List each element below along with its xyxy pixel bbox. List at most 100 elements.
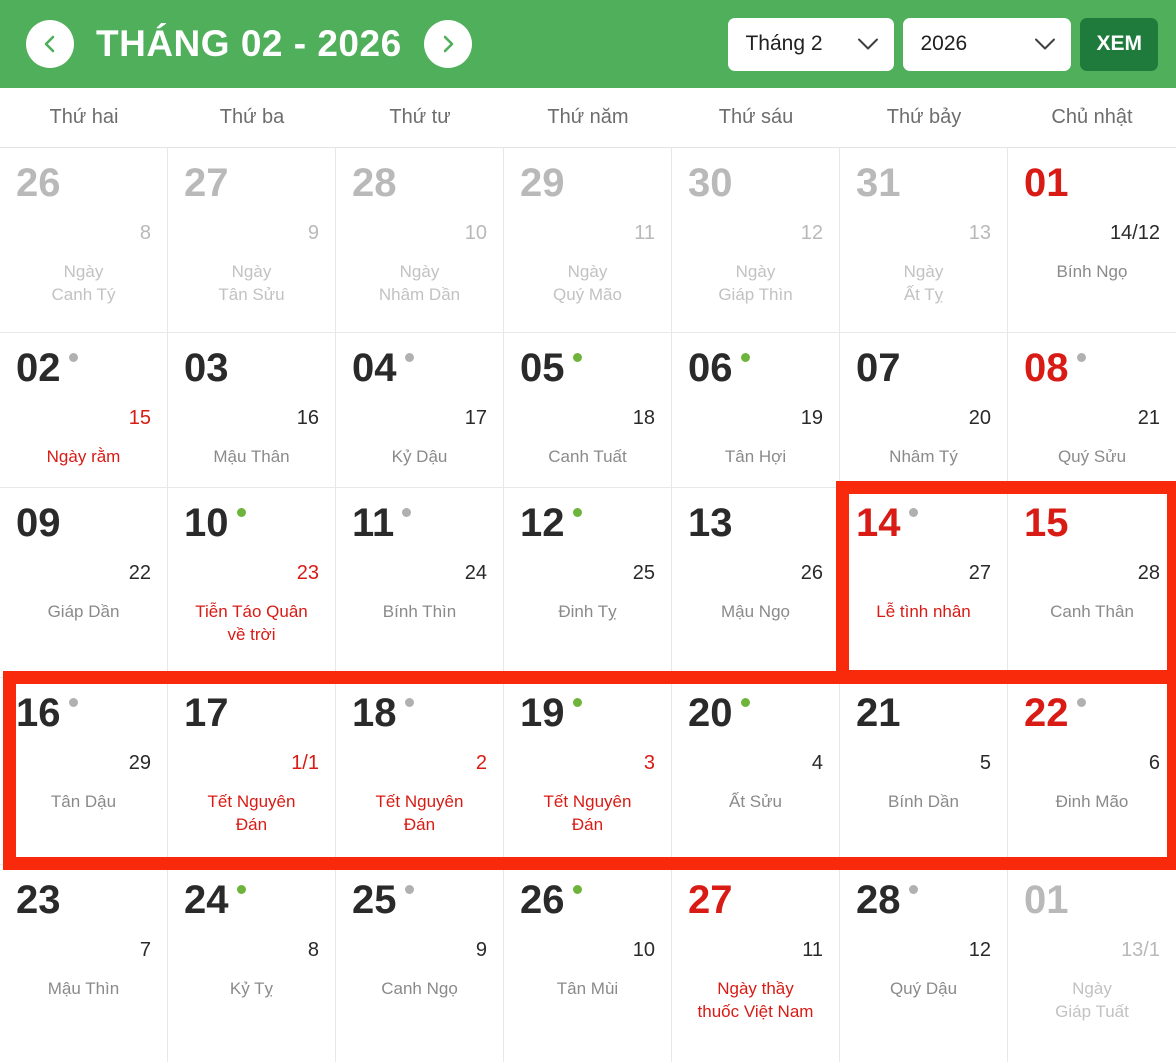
next-month-button[interactable] [423,20,472,68]
calendar-day-cell[interactable]: 18 2 Tết Nguyên Đán [336,678,504,864]
day-number-row: 16 [16,692,151,736]
calendar-day-cell[interactable]: 08 21 Quý Sửu [1008,333,1176,487]
lunar-date: 29 [128,752,151,774]
day-note: Mậu Ngọ [721,602,790,621]
day-number: 18 [352,691,397,735]
weekday-label-1: Thứ ba [219,106,285,128]
prev-month-button[interactable] [26,20,74,68]
calendar-day-cell[interactable]: 31 13 Ngày Ất Tỵ [840,148,1008,332]
calendar-day-cell[interactable]: 07 20 Nhâm Tý [840,333,1008,487]
year-select[interactable]: 2026 [903,17,1072,71]
lunar-date: 28 [1137,562,1160,584]
day-number: 03 [184,346,229,390]
calendar-day-cell[interactable]: 26 8 Ngày Canh Tý [0,148,168,332]
chevron-down-icon [858,38,879,50]
day-number-row: 12 [520,502,655,546]
weekday-label-5: Thứ bảy [886,106,962,128]
calendar-day-cell[interactable]: 24 8 Kỷ Tỵ [168,865,336,1062]
calendar-day-cell[interactable]: 11 24 Bính Thìn [336,488,504,677]
day-note: Quý Sửu [1057,447,1127,466]
calendar-day-cell[interactable]: 03 16 Mậu Thân [168,333,336,487]
view-button[interactable]: XEM [1080,17,1158,71]
day-number: 31 [856,161,901,205]
calendar-week-row: 23 7 Mậu Thìn 24 8 Kỷ Tỵ 25 9 Canh Ngọ 26 10 Tân Mù… [0,865,1176,1062]
day-number: 11 [352,501,395,545]
calendar-day-cell[interactable]: 30 12 Ngày Giáp Thìn [672,148,840,332]
day-note: Đinh Mão [1055,792,1129,811]
day-number-row: 07 [856,347,991,391]
day-note: Canh Tuất [548,447,627,466]
day-number: 12 [520,501,565,545]
lunar-date: 11 [634,222,655,244]
bad-day-dot-icon [68,698,78,707]
calendar-day-cell[interactable]: 02 15 Ngày rằm [0,333,168,487]
day-number: 19 [520,691,565,735]
calendar-day-cell[interactable]: 21 5 Bính Dần [840,678,1008,864]
day-note: Ngày rằm [46,447,121,466]
lunar-date: 16 [296,407,319,429]
calendar-day-cell[interactable]: 14 27 Lễ tình nhân [840,488,1008,677]
day-note: Lễ tình nhân [876,602,971,621]
day-number: 26 [16,161,61,205]
lunar-date: 12 [968,939,991,961]
calendar-day-cell[interactable]: 26 10 Tân Mùi [504,865,672,1062]
calendar-day-cell[interactable]: 27 11 Ngày thầy thuốc Việt Nam [672,865,840,1062]
day-number: 17 [184,691,229,735]
calendar-day-cell[interactable]: 20 4 Ất Sửu [672,678,840,864]
day-number-row: 06 [688,347,823,391]
lunar-date: 19 [800,407,823,429]
calendar-day-cell[interactable]: 28 12 Quý Dậu [840,865,1008,1062]
calendar-day-cell[interactable]: 12 25 Đinh Tỵ [504,488,672,677]
day-note: Tân Mùi [556,979,619,998]
calendar-day-cell[interactable]: 09 22 Giáp Dần [0,488,168,677]
day-number: 15 [1024,501,1069,545]
calendar-day-cell[interactable]: 22 6 Đinh Mão [1008,678,1176,864]
lunar-date: 20 [968,407,991,429]
day-number-row: 05 [520,347,655,391]
month-select[interactable]: Tháng 2 [728,17,895,71]
lunar-date: 13 [968,222,991,244]
calendar-day-cell[interactable]: 17 1/1 Tết Nguyên Đán [168,678,336,864]
day-number: 27 [184,161,229,205]
day-number-row: 23 [16,879,151,923]
calendar-day-cell[interactable]: 27 9 Ngày Tân Sửu [168,148,336,332]
calendar-day-cell[interactable]: 13 26 Mậu Ngọ [672,488,840,677]
day-number-row: 19 [520,692,655,736]
calendar-day-cell[interactable]: 10 23 Tiễn Táo Quân về trời [168,488,336,677]
calendar-week-row: 26 8 Ngày Canh Tý 27 9 Ngày Tân Sửu 28 10 Ngày Nhâm… [0,148,1176,333]
calendar-day-cell[interactable]: 19 3 Tết Nguyên Đán [504,678,672,864]
chevron-right-icon [443,35,453,53]
bad-day-dot-icon [404,353,414,362]
calendar-day-cell[interactable]: 29 11 Ngày Quý Mão [504,148,672,332]
day-number-row: 11 [352,502,487,546]
bad-day-dot-icon [1076,698,1086,707]
calendar-day-cell[interactable]: 23 7 Mậu Thìn [0,865,168,1062]
calendar-day-cell[interactable]: 01 14/12 Bính Ngọ [1008,148,1176,332]
calendar-day-cell[interactable]: 28 10 Ngày Nhâm Dần [336,148,504,332]
calendar-day-cell[interactable]: 15 28 Canh Thân [1008,488,1176,677]
lunar-date: 9 [307,222,319,244]
day-note: Kỷ Tỵ [229,979,274,998]
day-number: 23 [16,878,61,922]
day-number: 28 [352,161,397,205]
day-number: 10 [184,501,229,545]
good-day-dot-icon [740,698,750,707]
day-note: Tân Hợi [724,447,787,466]
calendar-day-cell[interactable]: 05 18 Canh Tuất [504,333,672,487]
day-number: 05 [520,346,565,390]
day-number-row: 03 [184,347,319,391]
calendar-week-row: 09 22 Giáp Dần 10 23 Tiễn Táo Quân về trời 11 24… [0,488,1176,678]
day-note: Ất Sửu [729,792,782,811]
calendar-day-cell[interactable]: 04 17 Kỷ Dậu [336,333,504,487]
lunar-date: 13/1 [1121,939,1160,961]
calendar-week-row: 16 29 Tân Dậu 17 1/1 Tết Nguyên Đán 18 2 Tết Nguy… [0,678,1176,865]
calendar-day-cell[interactable]: 25 9 Canh Ngọ [336,865,504,1062]
day-number-row: 13 [688,502,823,546]
day-note: Ngày thầy thuốc Việt Nam [697,979,814,1021]
lunar-date: 24 [464,562,487,584]
calendar-day-cell[interactable]: 01 13/1 Ngày Giáp Tuất [1008,865,1176,1062]
calendar-day-cell[interactable]: 06 19 Tân Hợi [672,333,840,487]
calendar-day-cell[interactable]: 16 29 Tân Dậu [0,678,168,864]
day-number-row: 22 [1024,692,1160,736]
day-number-row: 29 [520,162,655,206]
